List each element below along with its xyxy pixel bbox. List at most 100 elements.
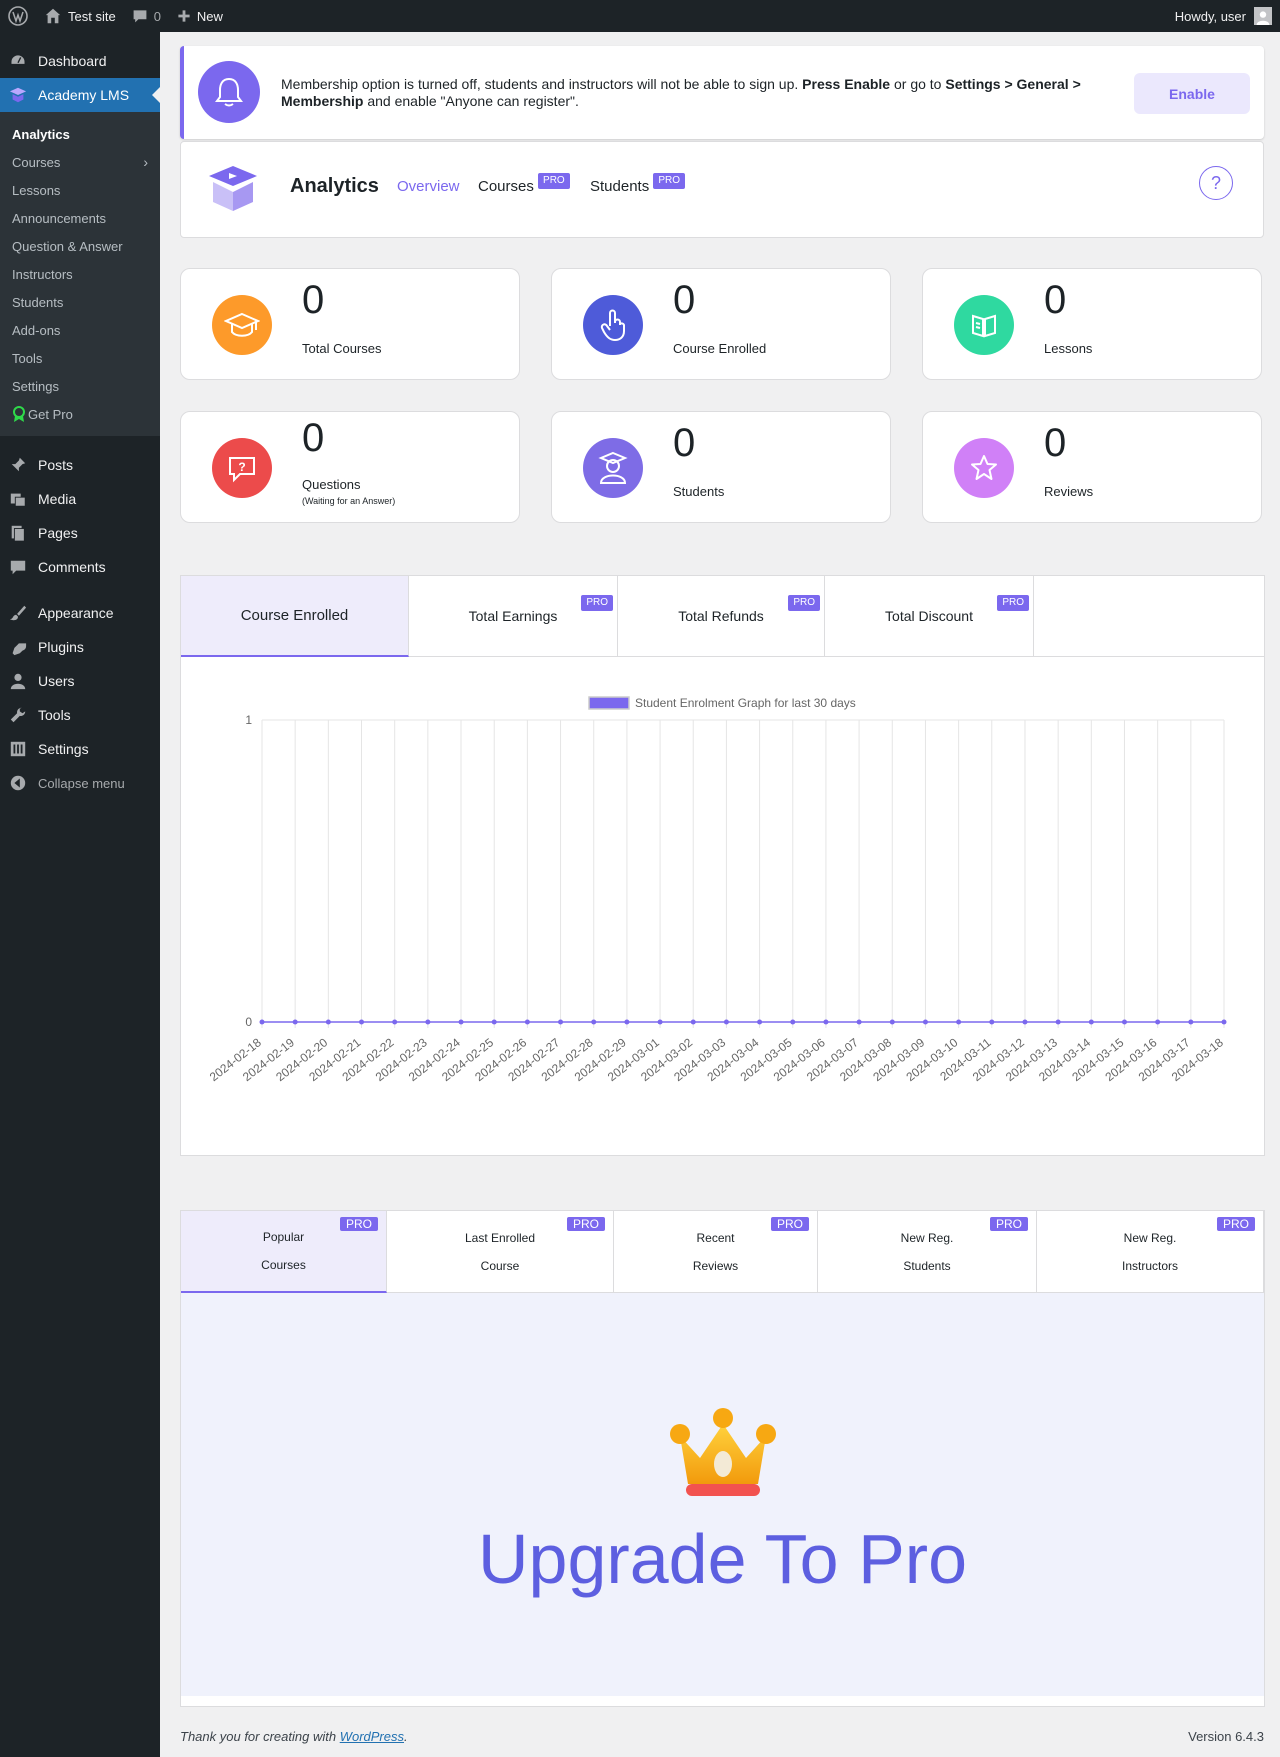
menu-academy-lms[interactable]: Academy LMS (0, 78, 160, 112)
submenu-settings[interactable]: Settings (12, 378, 59, 394)
list-tab-new-reg-instructors[interactable]: New Reg. Instructors PRO (1037, 1211, 1264, 1293)
submenu-add-ons[interactable]: Add-ons (12, 322, 61, 338)
menu-pages[interactable]: Pages (0, 516, 160, 550)
submenu-students[interactable]: Students (12, 294, 64, 310)
data-point (292, 1019, 298, 1025)
submenu-get-pro[interactable]: Get Pro (0, 400, 160, 428)
tab-label-line1: Last Enrolled (464, 1230, 536, 1245)
menu-posts[interactable]: Posts (0, 448, 160, 482)
menu-tools[interactable]: Tools (0, 698, 160, 732)
open-book-icon (954, 295, 1014, 355)
site-name-link[interactable]: Test site (36, 0, 124, 32)
submenu-lessons[interactable]: Lessons (12, 182, 61, 198)
menu-label: Tools (38, 707, 71, 723)
pro-badge: PRO (581, 595, 613, 611)
analytics-header: Analytics Overview Courses PRO Students … (180, 141, 1264, 238)
tab-overview[interactable]: Overview (397, 178, 460, 195)
stat-value: 0 (673, 278, 696, 322)
question-icon: ? (1210, 172, 1221, 193)
list-tab-popular-courses[interactable]: Popular Courses PRO (181, 1211, 387, 1293)
footer-text: Thank you for creating with (180, 1729, 340, 1744)
menu-label: Dashboard (38, 53, 107, 69)
stat-value: 0 (302, 278, 325, 322)
list-tab-new-reg-students[interactable]: New Reg. Students PRO (818, 1211, 1037, 1293)
notice-message: Membership option is turned off, student… (281, 76, 1081, 110)
dashboard-icon (8, 51, 28, 71)
menu-label: Plugins (38, 639, 84, 655)
pro-badge: PRO (788, 595, 820, 611)
menu-dashboard[interactable]: Dashboard (0, 44, 160, 78)
wordpress-link[interactable]: WordPress (339, 1729, 404, 1744)
tab-courses[interactable]: Courses PRO (478, 173, 570, 197)
data-point (624, 1019, 630, 1025)
data-point (491, 1019, 497, 1025)
menu-comments[interactable]: Comments (0, 550, 160, 584)
avatar (1254, 7, 1272, 25)
stat-value: 0 (302, 416, 325, 460)
list-tab-recent-reviews[interactable]: Recent Reviews PRO (614, 1211, 818, 1293)
menu-plugins[interactable]: Plugins (0, 630, 160, 664)
chart-tab-total-discount[interactable]: Total Discount PRO (825, 576, 1034, 657)
stat-value: 0 (1044, 278, 1067, 322)
stat-card-course-enrolled: 0 Course Enrolled (551, 268, 891, 380)
pro-badge: PRO (566, 1217, 605, 1231)
user-icon (8, 671, 28, 691)
tab-label-line2: Course (480, 1258, 520, 1273)
home-icon (45, 8, 61, 24)
menu-label: Settings (38, 741, 89, 757)
my-account[interactable]: Howdy, user (1175, 7, 1280, 25)
submenu-tools[interactable]: Tools (12, 350, 43, 366)
notice-text-3: and enable "Anyone can register". (363, 93, 579, 109)
site-name: Test site (68, 8, 116, 24)
data-point (1155, 1019, 1161, 1025)
submenu-announcements[interactable]: Announcements (12, 210, 106, 226)
tab-label-line2: Instructors (1121, 1258, 1178, 1273)
bell-icon (198, 61, 260, 123)
wordpress-logo-button[interactable] (0, 0, 36, 32)
menu-label: Users (38, 673, 75, 689)
enable-button[interactable]: Enable (1134, 73, 1250, 114)
stat-value: 0 (1044, 421, 1067, 465)
data-point (690, 1019, 696, 1025)
new-label: New (196, 8, 223, 24)
data-point (359, 1019, 365, 1025)
list-tab-last-enrolled-course[interactable]: Last Enrolled Course PRO (387, 1211, 614, 1293)
legend-label: Student Enrolment Graph for last 30 days (635, 696, 856, 710)
footer-thanks: Thank you for creating with WordPress. (180, 1729, 408, 1744)
chart-tab-total-refunds[interactable]: Total Refunds PRO (618, 576, 825, 657)
stat-label: Students (673, 484, 725, 499)
menu-label: Appearance (38, 605, 114, 621)
academy-submenu: Analytics Courses › Lessons Announcements… (0, 112, 160, 436)
stat-label: Total Courses (302, 341, 382, 356)
tab-label: Courses (478, 178, 534, 195)
submenu-instructors[interactable]: Instructors (12, 266, 73, 282)
menu-appearance[interactable]: Appearance (0, 596, 160, 630)
tab-label-line1: New Reg. (900, 1230, 954, 1245)
pin-icon (8, 455, 28, 475)
tab-students[interactable]: Students PRO (590, 173, 686, 197)
chart-tab-course-enrolled[interactable]: Course Enrolled (181, 576, 409, 657)
tab-label-line2: Students (903, 1258, 951, 1273)
menu-settings[interactable]: Settings (0, 732, 160, 766)
collapse-menu-button[interactable]: Collapse menu (0, 766, 160, 800)
graduation-cap-icon (212, 295, 272, 355)
submenu-analytics[interactable]: Analytics (12, 126, 70, 142)
stat-label: Lessons (1044, 341, 1093, 356)
comments-link[interactable]: 0 (124, 0, 169, 32)
data-point (1221, 1019, 1227, 1025)
wordpress-icon (8, 6, 28, 26)
tab-label-line1: Recent (696, 1230, 735, 1245)
submenu-question-answer[interactable]: Question & Answer (12, 238, 123, 254)
menu-users[interactable]: Users (0, 664, 160, 698)
chart-tab-total-earnings[interactable]: Total Earnings PRO (409, 576, 618, 657)
menu-label: Posts (38, 457, 74, 473)
tab-label: Students (590, 178, 650, 195)
submenu-courses[interactable]: Courses › (0, 148, 160, 176)
help-button[interactable]: ? (1199, 166, 1233, 200)
stat-label: Questions (302, 477, 361, 492)
star-icon (954, 438, 1014, 498)
settings-icon (8, 739, 28, 759)
data-point (823, 1019, 829, 1025)
menu-media[interactable]: Media (0, 482, 160, 516)
new-content-link[interactable]: New (169, 0, 231, 32)
